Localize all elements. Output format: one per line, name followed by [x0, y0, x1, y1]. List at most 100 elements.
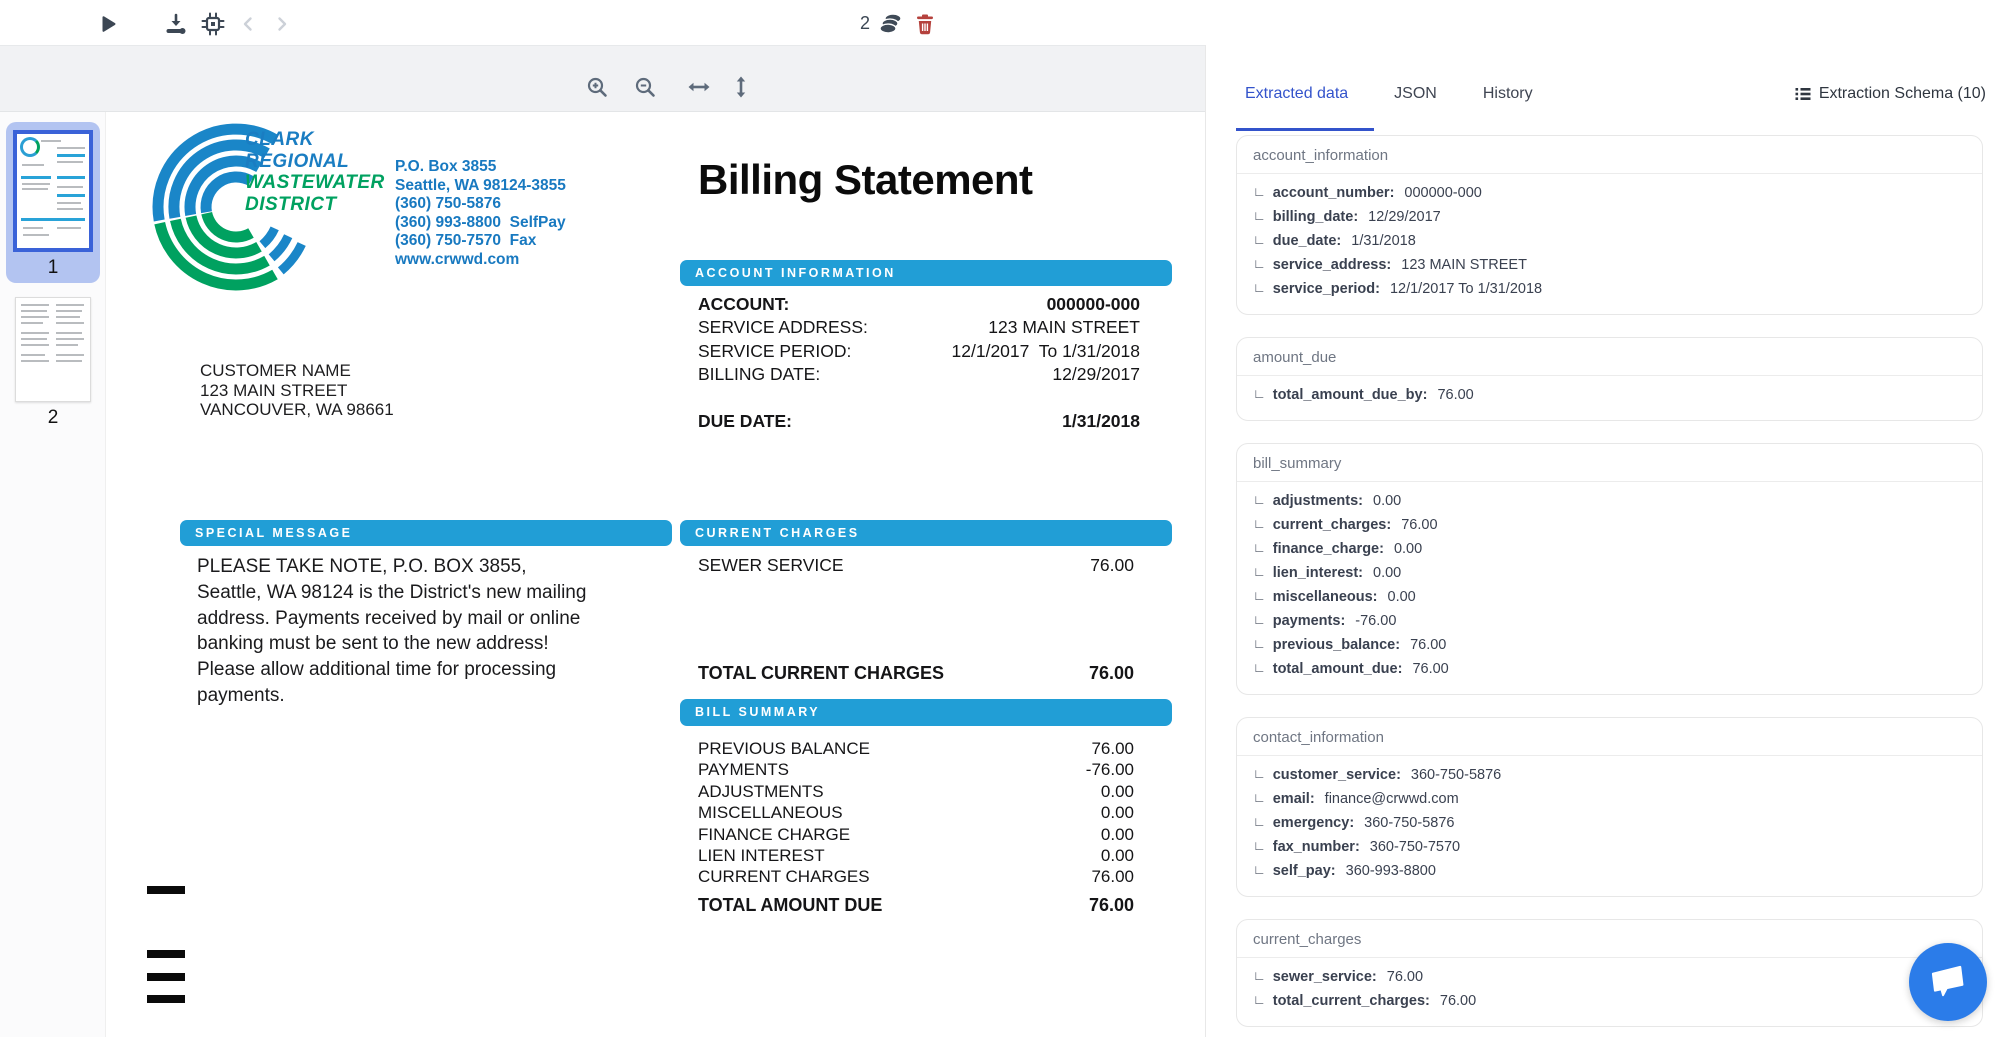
field-value: 76.00 — [1091, 867, 1134, 887]
tree-branch-icon: ∟ — [1253, 636, 1266, 651]
page-1-preview — [13, 130, 93, 252]
extracted-field[interactable]: ∟finance_charge0.00 — [1253, 537, 1966, 561]
extracted-field[interactable]: ∟payments-76.00 — [1253, 609, 1966, 633]
page-thumbnail-2[interactable]: 2 — [6, 297, 100, 447]
field-value: 0.00 — [1100, 824, 1134, 844]
account-information-header-bar: ACCOUNT INFORMATION — [680, 260, 1172, 286]
page-2-number: 2 — [47, 407, 59, 428]
extracted-field[interactable]: ∟emergency360-750-5876 — [1253, 811, 1966, 835]
message-line: Seattle, WA 98124 is the District's new … — [197, 581, 587, 603]
print-mark — [147, 995, 185, 1003]
special-message-text: PLEASE TAKE NOTE, P.O. BOX 3855, Seattle… — [197, 554, 667, 709]
extracted-field[interactable]: ∟adjustments0.00 — [1253, 489, 1966, 513]
field-value: 000000-000 — [1046, 294, 1140, 314]
tree-branch-icon: ∟ — [1253, 612, 1266, 627]
field-label: CURRENT CHARGES — [698, 867, 870, 887]
extracted-field[interactable]: ∟service_address123 MAIN STREET — [1253, 253, 1966, 277]
extracted-field[interactable]: ∟miscellaneous0.00 — [1253, 585, 1966, 609]
total-current-charges-row: TOTAL CURRENT CHARGES 76.00 — [698, 662, 1134, 685]
section-card-current-charges: current_charges ∟sewer_service76.00 ∟tot… — [1236, 919, 1983, 1027]
logo-line-2: REGIONAL — [245, 150, 350, 172]
arrow-vertical-icon — [728, 74, 754, 100]
field-value: -76.00 — [1085, 760, 1134, 780]
total-amount-due-row: TOTAL AMOUNT DUE 76.00 — [698, 895, 1134, 916]
page-1-number: 1 — [47, 257, 59, 278]
field-label: SERVICE ADDRESS: — [698, 317, 868, 338]
document-page: CLARK REGIONAL WASTEWATER DISTRICT P.O. … — [106, 112, 1205, 1037]
extracted-field[interactable]: ∟emailfinance@crwwd.com — [1253, 787, 1966, 811]
arrow-horizontal-icon — [686, 74, 712, 100]
tree-branch-icon: ∟ — [1253, 280, 1266, 295]
fit-width-button[interactable] — [684, 72, 714, 102]
extracted-field[interactable]: ∟fax_number360-750-7570 — [1253, 835, 1966, 859]
extracted-field[interactable]: ∟current_charges76.00 — [1253, 513, 1966, 537]
extracted-field[interactable]: ∟total_amount_due76.00 — [1253, 657, 1966, 681]
extracted-field[interactable]: ∟billing_date12/29/2017 — [1253, 205, 1966, 229]
tab-extracted-data[interactable]: Extracted data — [1245, 84, 1349, 102]
tree-branch-icon: ∟ — [1253, 992, 1266, 1007]
field-value: 12/1/2017 To 1/31/2018 — [951, 340, 1140, 361]
field-value: 12/29/2017 — [1052, 364, 1140, 385]
special-message-header-bar: SPECIAL MESSAGE — [180, 520, 672, 546]
customer-address-block: CUSTOMER NAME 123 MAIN STREET VANCOUVER,… — [200, 361, 394, 420]
tab-history[interactable]: History — [1482, 84, 1533, 102]
field-label: PAYMENTS — [698, 760, 789, 780]
customer-line: 123 MAIN STREET — [200, 380, 348, 400]
tree-branch-icon: ∟ — [1253, 814, 1266, 829]
extraction-schema-button[interactable]: Extraction Schema (10) — [1794, 85, 1986, 103]
tree-branch-icon: ∟ — [1253, 588, 1266, 603]
zoom-in-icon — [585, 75, 609, 99]
next-button[interactable] — [265, 8, 299, 40]
extracted-field[interactable]: ∟sewer_service76.00 — [1253, 965, 1966, 989]
prev-button[interactable] — [231, 8, 265, 40]
contact-line: (360) 750-5876 — [395, 195, 501, 212]
zoom-in-button[interactable] — [582, 72, 612, 102]
section-card-amount-due: amount_due ∟total_amount_due_by76.00 — [1236, 337, 1983, 421]
extracted-field[interactable]: ∟total_amount_due_by76.00 — [1253, 383, 1966, 407]
section-card-account-information: account_information ∟account_number00000… — [1236, 135, 1983, 315]
run-button[interactable] — [91, 8, 125, 40]
chat-launcher-button[interactable] — [1909, 943, 1987, 1021]
credits-counter: 2 — [860, 9, 904, 37]
tab-json[interactable]: JSON — [1394, 84, 1437, 102]
tree-branch-icon: ∟ — [1253, 540, 1266, 555]
customer-line: CUSTOMER NAME — [200, 361, 351, 380]
contact-line: P.O. Box 3855 — [395, 158, 497, 175]
bill-summary-header-bar: BILL SUMMARY — [680, 699, 1172, 726]
field-label: ACCOUNT: — [698, 294, 790, 314]
extracted-field[interactable]: ∟due_date1/31/2018 — [1253, 229, 1966, 253]
chat-bubble-icon — [1929, 965, 1967, 999]
download-button[interactable] — [159, 8, 193, 40]
play-icon — [98, 14, 118, 34]
zoom-out-button[interactable] — [630, 72, 660, 102]
field-value: 76.00 — [1088, 895, 1134, 915]
document-viewer-toolbar — [0, 46, 1205, 112]
bill-summary-rows: PREVIOUS BALANCE 76.00 PAYMENTS -76.00 ADJ… — [698, 738, 1134, 888]
contact-line: (360) 750-7570 Fax — [395, 232, 537, 249]
process-button[interactable] — [196, 8, 230, 40]
tree-branch-icon: ∟ — [1253, 660, 1266, 675]
section-title: account_information — [1237, 136, 1982, 174]
logo-line-4: DISTRICT — [245, 193, 337, 215]
extracted-field[interactable]: ∟previous_balance76.00 — [1253, 633, 1966, 657]
chevron-left-icon — [237, 13, 259, 35]
extracted-field[interactable]: ∟account_number000000-000 — [1253, 181, 1966, 205]
fit-height-button[interactable] — [726, 72, 756, 102]
tree-branch-icon: ∟ — [1253, 232, 1266, 247]
extracted-field[interactable]: ∟self_pay360-993-8800 — [1253, 859, 1966, 883]
extracted-field[interactable]: ∟service_period12/1/2017 To 1/31/2018 — [1253, 277, 1966, 301]
extracted-field[interactable]: ∟total_current_charges76.00 — [1253, 989, 1966, 1013]
extracted-field[interactable]: ∟lien_interest0.00 — [1253, 561, 1966, 585]
extracted-field[interactable]: ∟customer_service360-750-5876 — [1253, 763, 1966, 787]
tree-branch-icon: ∟ — [1253, 256, 1266, 271]
tree-branch-icon: ∟ — [1253, 208, 1266, 223]
field-label: DUE DATE: — [698, 411, 792, 431]
page-thumbnail-1[interactable]: 1 — [6, 122, 100, 283]
field-label: TOTAL CURRENT CHARGES — [698, 663, 945, 683]
delete-button[interactable] — [908, 8, 942, 40]
print-mark — [147, 886, 185, 894]
field-value: 0.00 — [1100, 781, 1134, 801]
tree-branch-icon: ∟ — [1253, 838, 1266, 853]
field-value: 0.00 — [1100, 846, 1134, 866]
company-contact-block: P.O. Box 3855 Seattle, WA 98124-3855 (36… — [395, 158, 566, 269]
